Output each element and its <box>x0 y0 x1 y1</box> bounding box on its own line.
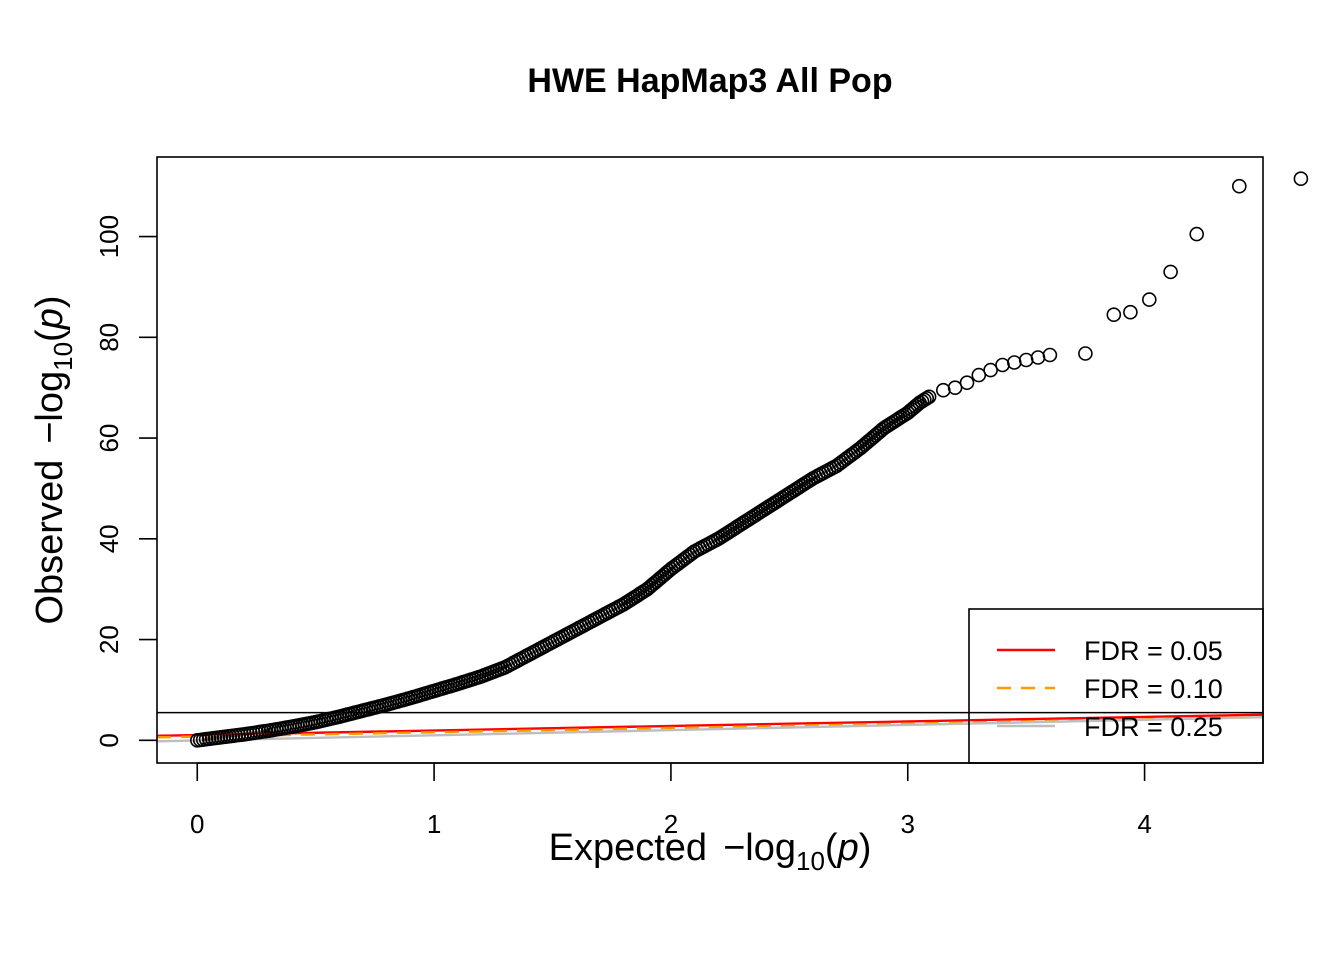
legend-box <box>968 608 1264 764</box>
y-tick-label: 20 <box>94 625 124 654</box>
y-tick-label: 60 <box>94 424 124 453</box>
fdr-line-2 <box>157 715 1263 743</box>
y-axis-label-prefix: Observed <box>29 460 71 625</box>
qq-point <box>959 375 975 391</box>
qq-point <box>1189 226 1204 242</box>
qq-point <box>1123 304 1138 320</box>
qq-point <box>1042 347 1058 363</box>
legend: FDR = 0.05 FDR = 0.10 FDR = 0.25 <box>968 608 1264 764</box>
x-axis-label-log: log <box>745 827 796 869</box>
y-tick-label: 100 <box>94 215 124 258</box>
plot-area <box>157 171 1309 748</box>
x-tick-label: 1 <box>427 809 441 839</box>
qq-point <box>995 357 1010 373</box>
x-axis-label-prefix: Expected <box>549 827 707 869</box>
x-tick-label: 3 <box>901 809 915 839</box>
legend-label-0: FDR = 0.05 <box>1084 636 1223 666</box>
qq-point <box>1142 292 1157 307</box>
y-tick-label: 80 <box>94 323 124 352</box>
legend-label-1: FDR = 0.10 <box>1084 674 1223 704</box>
qq-point <box>1232 178 1247 194</box>
qq-point <box>1078 346 1093 361</box>
qq-point <box>921 389 937 405</box>
qq-point <box>1030 350 1046 365</box>
fdr-line-0 <box>157 713 1263 737</box>
qq-point <box>935 382 951 398</box>
x-tick-label: 2 <box>664 809 678 839</box>
x-axis-label-var: p <box>837 827 859 869</box>
qq-point <box>1293 171 1309 186</box>
qq-point <box>983 362 998 378</box>
qq-points <box>190 171 1309 748</box>
chart-title: HWE HapMap3 All Pop <box>527 62 892 100</box>
y-axis-label-log: log <box>29 371 71 422</box>
qq-point <box>1163 264 1178 280</box>
y-axis-label-var: p <box>29 308 71 330</box>
x-tick-label: 0 <box>190 809 204 839</box>
y-axis: 0 20 40 60 80 100 <box>94 215 157 748</box>
y-axis-label: Observed−log10(p) <box>29 295 78 624</box>
x-axis-label: Expected −log10(p) <box>549 827 872 876</box>
y-tick-label: 40 <box>94 524 124 553</box>
qq-point <box>919 390 935 406</box>
x-axis-label-base: 10 <box>796 846 825 876</box>
x-tick-label: 4 <box>1137 809 1151 839</box>
qq-point <box>1006 355 1022 370</box>
y-tick-label: 0 <box>94 733 124 747</box>
qq-point <box>947 380 963 396</box>
legend-label-2: FDR = 0.25 <box>1084 712 1223 742</box>
plot-frame <box>156 156 1264 764</box>
y-axis-label-base: 10 <box>48 342 78 371</box>
qq-point <box>1106 307 1122 323</box>
qq-point <box>1018 352 1034 368</box>
